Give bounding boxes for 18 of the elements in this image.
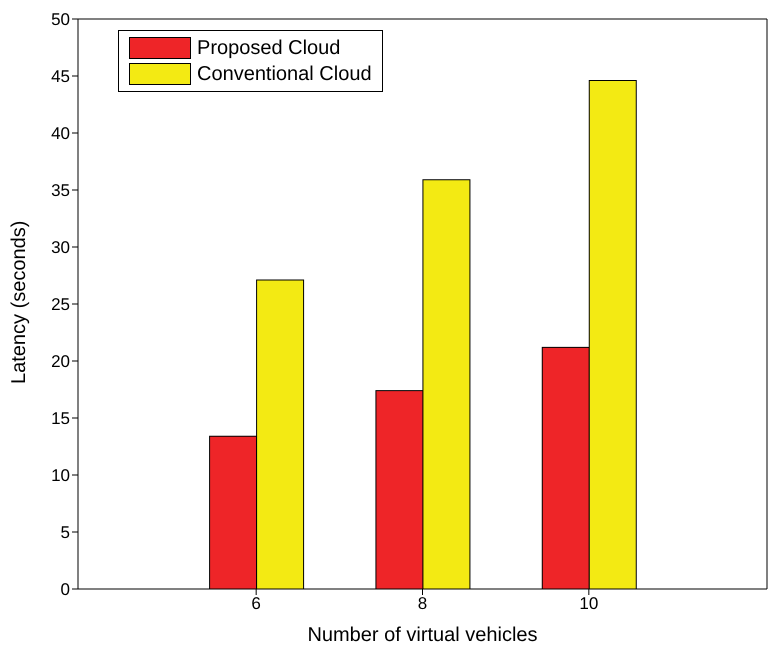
y-tick-label: 25 — [51, 295, 70, 314]
x-axis-title: Number of virtual vehicles — [307, 624, 538, 646]
y-tick-label: 50 — [51, 10, 70, 30]
y-tick-label: 35 — [51, 181, 70, 200]
y-tick-label: 30 — [51, 238, 70, 258]
y-tick-label: 40 — [51, 124, 70, 144]
y-tick-label: 45 — [51, 67, 70, 86]
y-tick-label: 0 — [60, 580, 70, 600]
y-tick-label: 20 — [51, 352, 70, 372]
y-tick-label: 15 — [51, 409, 70, 428]
x-tick-label: 10 — [579, 594, 598, 614]
legend-label: Conventional Cloud — [197, 62, 372, 87]
x-tick-label: 8 — [418, 594, 428, 614]
y-axis-title: Latency (seconds) — [8, 220, 30, 384]
y-tick-label: 5 — [60, 523, 70, 542]
legend-label: Proposed Cloud — [197, 36, 340, 61]
x-tick-label: 6 — [251, 594, 261, 614]
y-tick-label: 10 — [51, 466, 70, 486]
